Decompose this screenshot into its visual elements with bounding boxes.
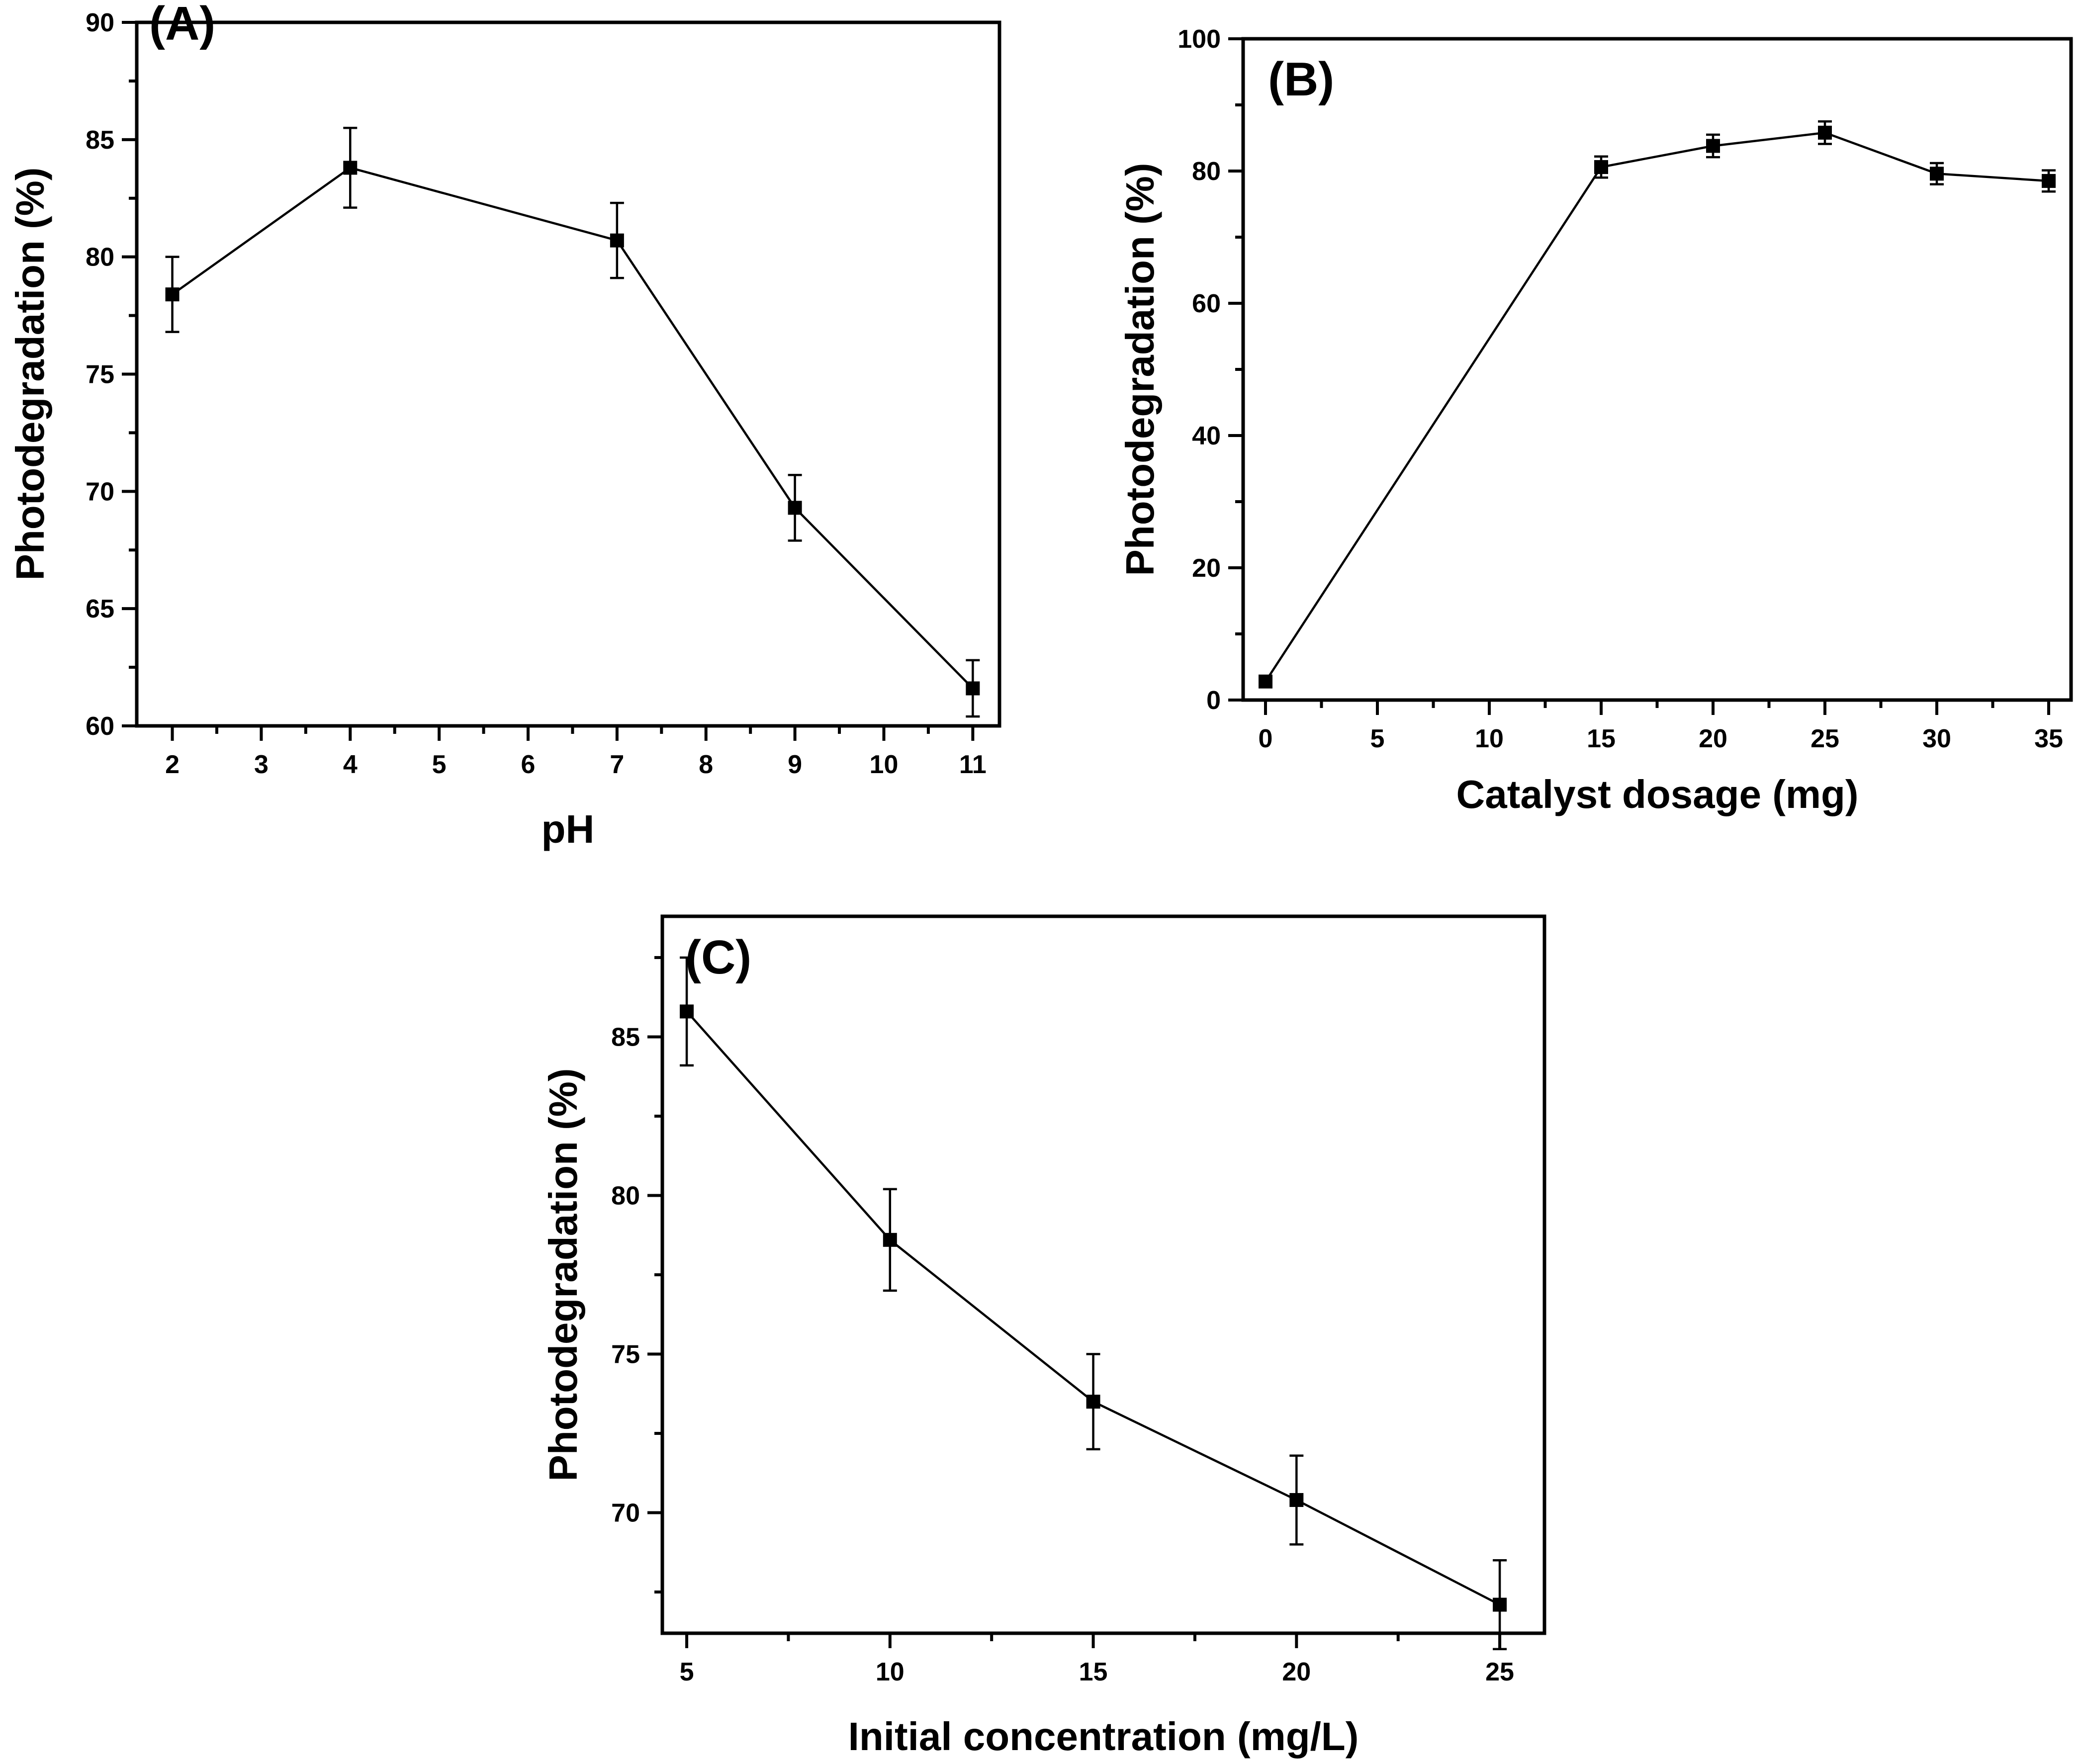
- x-tick-label: 5: [1370, 724, 1385, 753]
- y-tick-label: 40: [1192, 422, 1221, 450]
- x-tick-label: 10: [870, 750, 899, 779]
- data-point: [1289, 1493, 1304, 1507]
- data-point: [165, 287, 180, 302]
- x-tick-label: 10: [876, 1658, 905, 1686]
- y-tick-label: 90: [86, 8, 114, 37]
- x-tick-label: 9: [788, 750, 802, 779]
- plot-frame: [660, 914, 1546, 1635]
- y-axis-label: Photodegradation (%): [8, 167, 52, 580]
- y-tick-label: 60: [86, 712, 114, 741]
- y-tick-label: 70: [86, 477, 114, 506]
- data-point: [788, 501, 802, 515]
- data-point: [1259, 674, 1272, 689]
- x-tick-label: 5: [680, 1658, 694, 1686]
- x-tick-label: 20: [1699, 724, 1727, 753]
- data-point: [343, 161, 358, 175]
- data-point: [2042, 174, 2056, 188]
- data-point: [966, 681, 980, 696]
- x-tick-label: 35: [2034, 724, 2063, 753]
- y-tick-label: 65: [86, 595, 114, 623]
- x-tick-label: 15: [1587, 724, 1616, 753]
- chart-panel-c: 5 10 15 20 25 70 75 80 85 (C) Initial concentratio…: [541, 914, 1546, 1759]
- x-tick-label: 0: [1259, 724, 1273, 753]
- y-tick-label: 85: [611, 1023, 640, 1052]
- x-tick-label: 20: [1282, 1658, 1311, 1686]
- data-point: [1930, 167, 1944, 181]
- x-tick-label: 15: [1079, 1658, 1108, 1686]
- x-tick-label: 30: [1922, 724, 1951, 753]
- x-tick-label: 4: [343, 750, 358, 779]
- data-point: [610, 233, 624, 248]
- x-tick-label: 10: [1475, 724, 1504, 753]
- x-tick-label: 5: [432, 750, 447, 779]
- series-line: [1265, 131, 2049, 683]
- panel-label-c: (C): [685, 931, 751, 984]
- x-tick-label: 7: [610, 750, 624, 779]
- y-tick-label: 75: [86, 360, 114, 389]
- panel-label-b: (B): [1268, 53, 1334, 106]
- series-line: [686, 1010, 1501, 1606]
- y-tick-label: 0: [1206, 686, 1221, 715]
- y-tick-label: 20: [1192, 554, 1221, 583]
- y-axis-label: Photodegradation (%): [1118, 163, 1162, 576]
- data-point: [1594, 160, 1608, 175]
- x-tick-label: 25: [1485, 1658, 1514, 1686]
- x-tick-label: 11: [959, 750, 987, 779]
- y-tick-label: 80: [1192, 157, 1221, 186]
- data-point: [1493, 1597, 1507, 1612]
- panel-label-a: (A): [149, 0, 215, 50]
- y-tick-label: 70: [611, 1499, 640, 1528]
- y-tick-label: 100: [1177, 25, 1221, 54]
- series-line: [172, 166, 974, 690]
- data-point: [1086, 1395, 1100, 1409]
- y-axis-label: Photodegradation (%): [541, 1068, 585, 1481]
- y-tick-label: 80: [86, 243, 114, 272]
- data-point: [883, 1233, 897, 1247]
- data-point: [1818, 125, 1832, 140]
- x-tick-label: 3: [254, 750, 269, 779]
- y-tick-label: 75: [611, 1340, 640, 1369]
- x-tick-label: 8: [699, 750, 713, 779]
- x-tick-label: 2: [165, 750, 180, 779]
- x-axis-label: Initial concentration (mg/L): [848, 1714, 1359, 1759]
- plot-frame: [135, 20, 1001, 728]
- chart-panel-b: 0 5 10 15 20 25 30 35 0 20 40 60 80 100 (B) Catalyst do…: [1118, 25, 2073, 816]
- plot-frame: [1241, 37, 2073, 702]
- y-tick-label: 60: [1192, 289, 1221, 318]
- data-point: [1706, 139, 1720, 153]
- chart-panel-a: 2 3 4 5 6 7 8 9 10 11 60 65 70 75 80 85 90 (A) pH Photodegr…: [8, 0, 1001, 851]
- x-axis-label: Catalyst dosage (mg): [1456, 772, 1858, 816]
- y-tick-label: 80: [611, 1181, 640, 1210]
- y-tick-label: 85: [86, 126, 114, 155]
- x-tick-label: 25: [1810, 724, 1839, 753]
- x-tick-label: 6: [521, 750, 536, 779]
- data-point: [680, 1004, 694, 1019]
- x-axis-label: pH: [542, 807, 595, 851]
